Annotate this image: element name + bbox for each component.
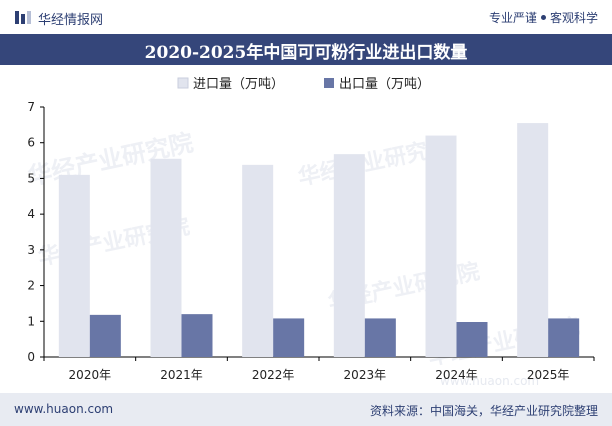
watermark-site: www.huaon.com	[440, 374, 539, 388]
bar-import	[333, 154, 365, 357]
y-tick-label: 6	[27, 136, 35, 150]
x-tick-label: 2021年	[160, 368, 203, 382]
bar-export	[456, 322, 488, 357]
legend-swatch	[177, 77, 189, 89]
x-tick-label: 2022年	[252, 368, 295, 382]
brand-name: 华经情报网	[38, 13, 104, 28]
legend-label: 出口量（万吨）	[339, 77, 430, 92]
legend-swatch	[324, 78, 334, 88]
y-tick-label: 7	[27, 100, 35, 114]
bar-export	[548, 318, 580, 357]
bar-import	[150, 158, 182, 357]
slogan-right: 客观科学	[549, 11, 598, 25]
footer: www.huaon.com 资料来源：中国海关，华经产业研究院整理	[0, 393, 612, 426]
y-tick-label: 4	[27, 207, 35, 221]
slogan: 专业严谨 客观科学	[489, 9, 598, 26]
x-tick-label: 2025年	[527, 368, 570, 382]
bar-chart: 华经产业研究院 华经产业研究院华经产业研究院华经产业研究院华经产业研究院www.h…	[25, 77, 595, 388]
bar-export	[89, 314, 121, 357]
x-tick-label: 2024年	[435, 368, 478, 382]
bar-export	[364, 318, 396, 357]
bar-export	[181, 314, 213, 357]
bar-import	[425, 135, 457, 357]
y-tick-label: 5	[27, 171, 35, 185]
separator-dot-icon	[540, 15, 546, 20]
bar-import	[242, 164, 274, 357]
y-tick-label: 2	[27, 279, 35, 293]
x-tick-label: 2020年	[69, 368, 112, 382]
bar-import	[517, 123, 549, 357]
x-tick-label: 2023年	[344, 368, 387, 382]
top-bar: 华经情报网 专业严谨 客观科学	[0, 0, 612, 34]
y-tick-label: 1	[27, 314, 35, 328]
y-tick-label: 3	[27, 243, 35, 257]
bar-export	[273, 318, 305, 357]
y-tick-label: 0	[27, 350, 35, 364]
chart-title: 2020-2025年中国可可粉行业进出口数量	[144, 43, 468, 63]
bar-import	[58, 174, 90, 357]
legend-label: 进口量（万吨）	[193, 77, 284, 92]
slogan-left: 专业严谨	[488, 11, 537, 25]
title-bar: 2020-2025年中国可可粉行业进出口数量	[0, 34, 612, 65]
bar-logo-icon	[15, 11, 31, 24]
footer-source: 资料来源：中国海关，华经产业研究院整理	[369, 404, 598, 418]
footer-site: www.huaon.com	[14, 402, 114, 416]
